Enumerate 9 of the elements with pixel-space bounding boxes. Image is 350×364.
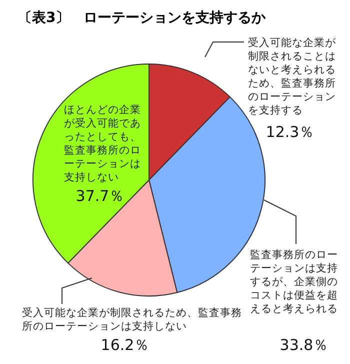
data-label: 16.2％ xyxy=(100,336,150,354)
data-label: 12.3％ xyxy=(266,123,314,141)
slice-label: ほとんどの企業が受入可能であったとしても、監査事務所のローテーションは支持しない xyxy=(64,104,141,184)
legend-label: 受入可能な企業が制限されることはないと考えられるため、監査事務所のローテーションを支持する xyxy=(248,36,337,116)
chart-title: 〔表3〕 ローテーションを支持するか xyxy=(18,10,267,26)
slice-label: 監査事務所のローテーションは支持するが、企業側のコストは便益を超えると考えられる xyxy=(250,248,338,315)
data-label: 33.8％ xyxy=(280,336,328,354)
data-label: 37.7％ xyxy=(76,187,124,205)
slice-label: 受入可能な企業が制限されるため、監査事務所のローテーションは支持しない xyxy=(22,306,242,332)
